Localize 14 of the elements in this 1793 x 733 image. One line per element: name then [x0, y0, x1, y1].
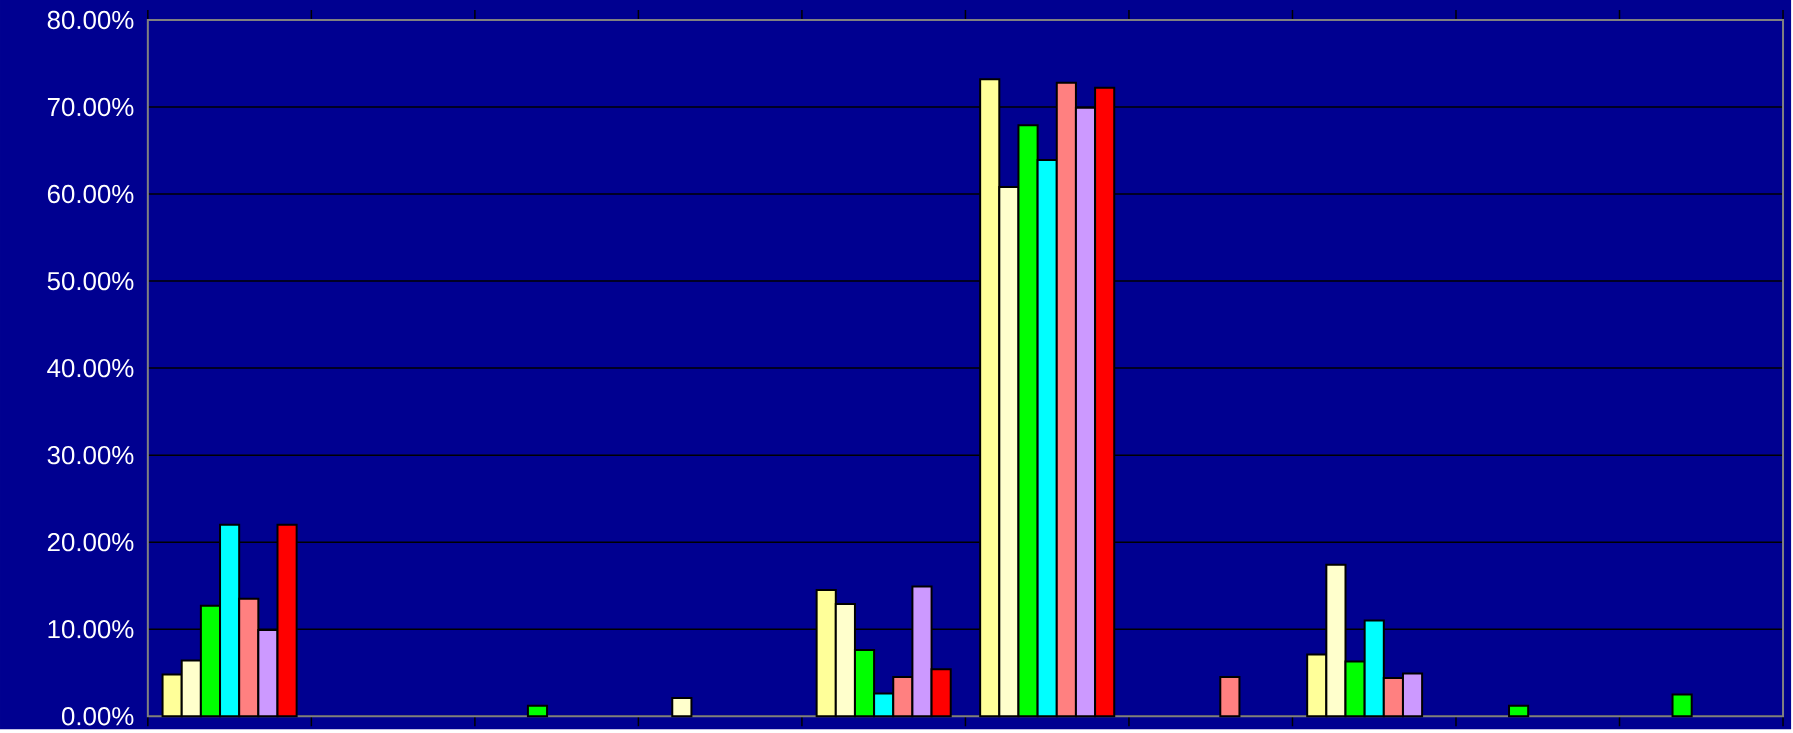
y-tick-label: 80.00% — [47, 10, 134, 30]
y-tick-label: 30.00% — [47, 445, 134, 465]
y-tick-label: 50.00% — [47, 271, 134, 291]
bar — [526, 704, 549, 718]
bar — [1508, 704, 1530, 718]
bar — [1219, 676, 1241, 718]
bar — [671, 696, 693, 718]
y-tick-label: 60.00% — [47, 184, 134, 204]
y-tick-label: 70.00% — [47, 97, 134, 117]
y-tick-label: 20.00% — [47, 532, 134, 552]
y-tick-label: 0.00% — [61, 707, 134, 726]
y-tick-label: 40.00% — [47, 358, 134, 378]
y-tick-label: 10.00% — [48, 620, 134, 639]
bar — [1671, 693, 1693, 718]
